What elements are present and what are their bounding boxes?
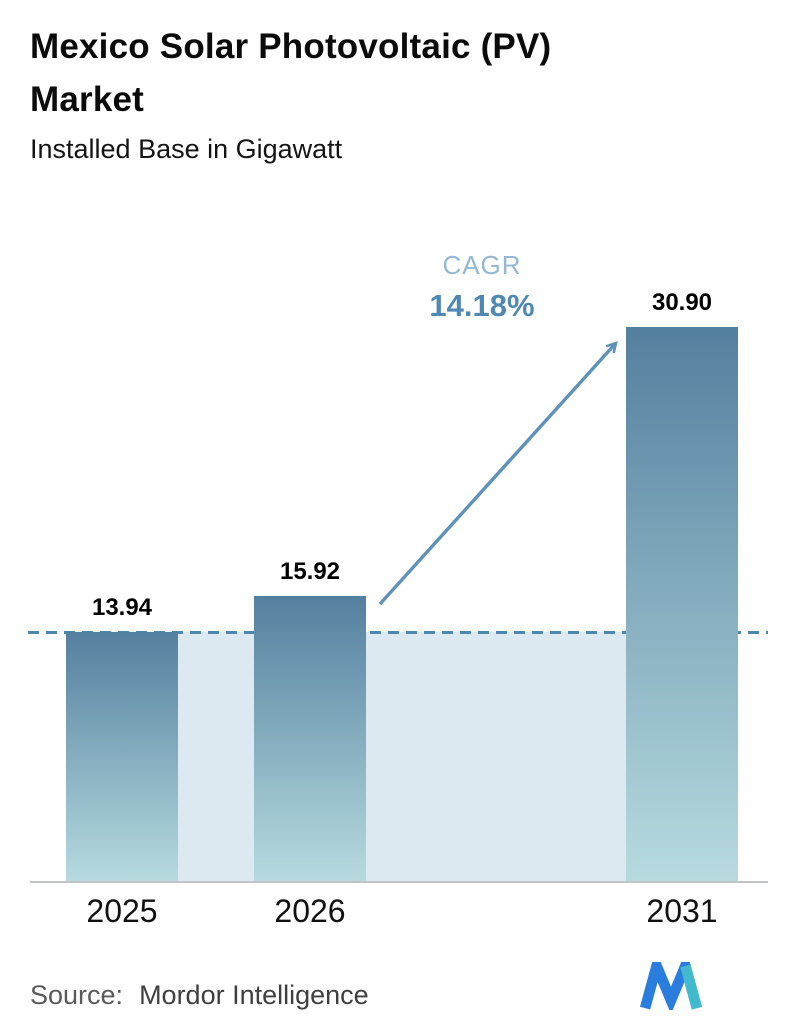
bar-2031 <box>626 327 738 883</box>
mordor-intelligence-logo <box>639 962 703 1010</box>
cagr-value: 14.18% <box>429 288 535 323</box>
bar-value-label: 13.94 <box>91 594 153 621</box>
source-label: Source: <box>30 980 124 1010</box>
bar-2025 <box>66 632 178 883</box>
bar-value-label: 15.92 <box>279 558 341 585</box>
x-axis-label: 2031 <box>646 893 718 929</box>
page-title: Mexico Solar Photovoltaic (PV) Market <box>30 27 552 120</box>
cagr-annotation: CAGR 14.18% <box>392 250 572 324</box>
cagr-label: CAGR <box>442 250 522 280</box>
x-axis-label: 2026 <box>274 893 346 929</box>
x-axis-label: 2025 <box>86 893 158 929</box>
bar-2026 <box>254 596 366 883</box>
reference-dashed-line <box>28 631 768 634</box>
source-value: Mordor Intelligence <box>139 980 369 1010</box>
x-axis-line <box>30 881 768 883</box>
source-line: Source: Mordor Intelligence <box>30 980 369 1011</box>
bar-value-label: 30.90 <box>651 289 713 316</box>
page-subtitle: Installed Base in Gigawatt <box>30 134 343 164</box>
